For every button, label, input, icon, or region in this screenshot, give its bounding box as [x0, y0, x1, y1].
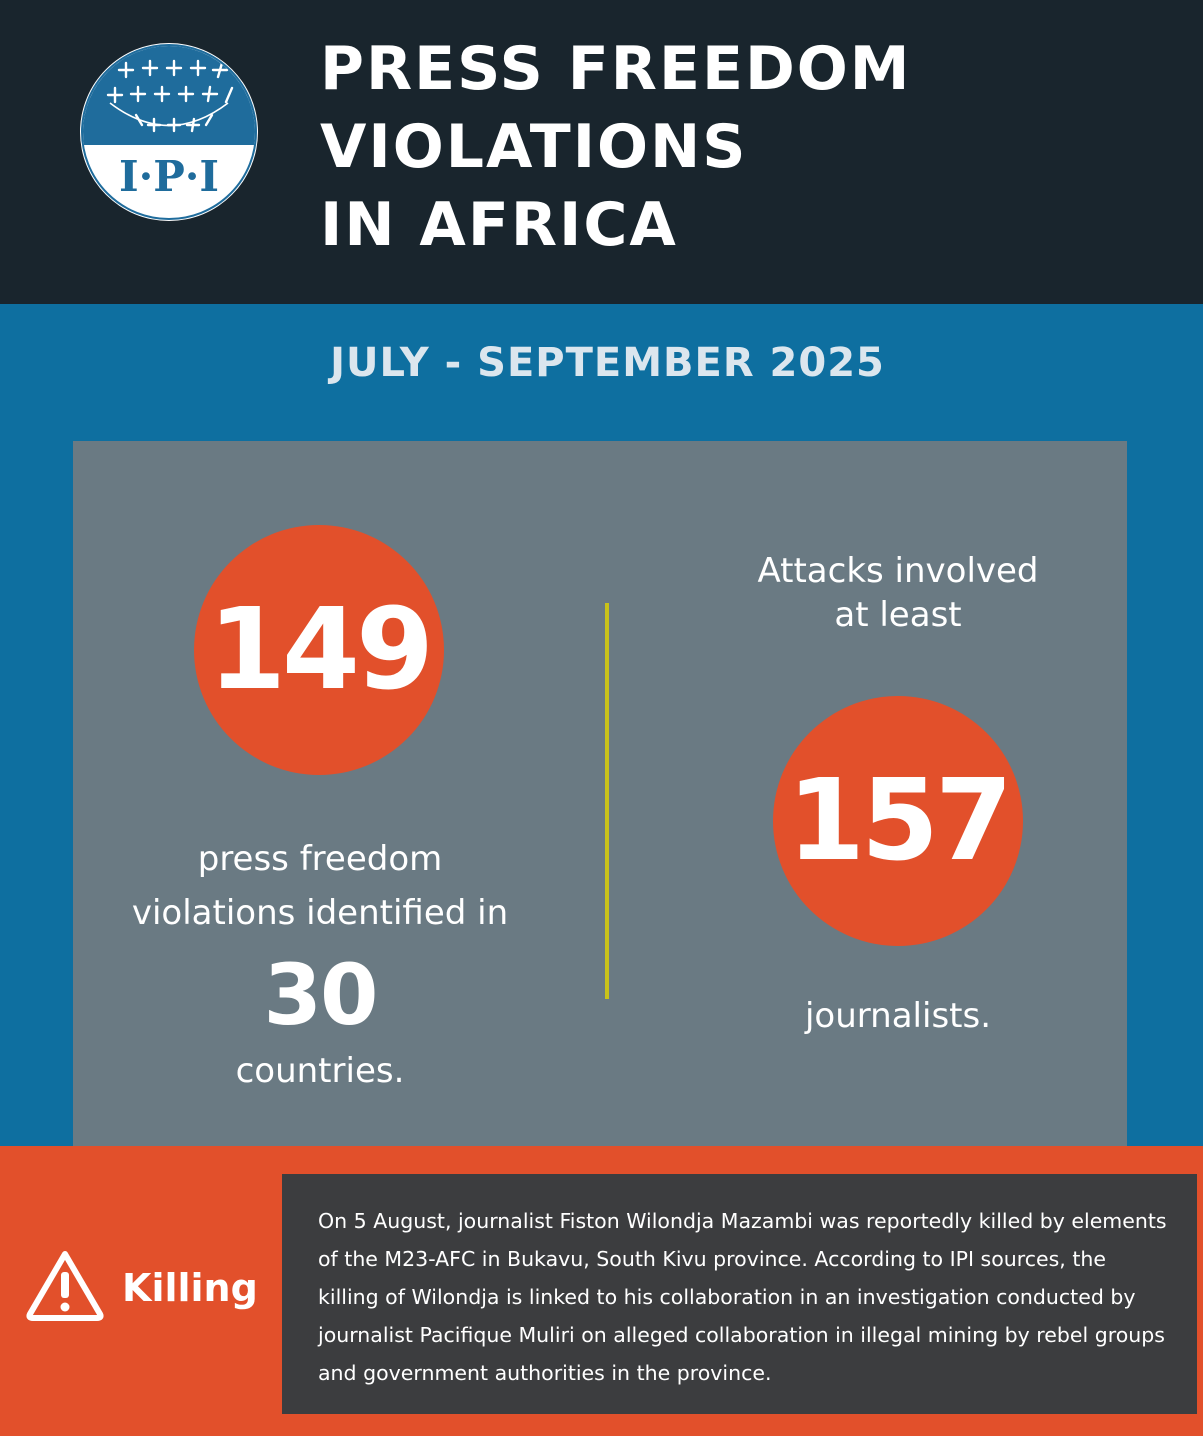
violations-text-line1: press freedom — [197, 839, 443, 879]
reporting-period: JULY - SEPTEMBER 2025 — [330, 340, 885, 386]
violations-text-line2: violations identified in — [131, 893, 509, 933]
countries-count: 30 — [263, 946, 379, 1044]
countries-text: countries. — [235, 1051, 405, 1091]
stats-panel: 149 press freedom violations identified … — [73, 441, 1127, 1146]
title-line-1: PRESS FREEDOM — [320, 34, 912, 104]
ipi-logo — [80, 43, 258, 221]
journalists-text: journalists. — [804, 996, 992, 1036]
violations-count-badge: 149 — [194, 525, 444, 775]
ipi-logo-text: I·P·I — [118, 152, 220, 201]
stats-divider — [605, 603, 609, 999]
incident-description: On 5 August, journalist Fiston Wilondja … — [318, 1209, 1167, 1385]
attacks-text-line1: Attacks involved — [757, 551, 1039, 591]
attacks-text-line2: at least — [834, 595, 962, 635]
title-line-3: IN AFRICA — [320, 190, 678, 260]
incident-type-label: Killing — [122, 1266, 258, 1310]
warning-icon — [26, 1251, 104, 1321]
incident-description-box: On 5 August, journalist Fiston Wilondja … — [282, 1174, 1197, 1414]
journalists-count-badge: 157 — [773, 696, 1023, 946]
title-line-2: VIOLATIONS — [320, 112, 748, 182]
page-title: PRESS FREEDOM VIOLATIONS IN AFRICA — [320, 30, 911, 264]
